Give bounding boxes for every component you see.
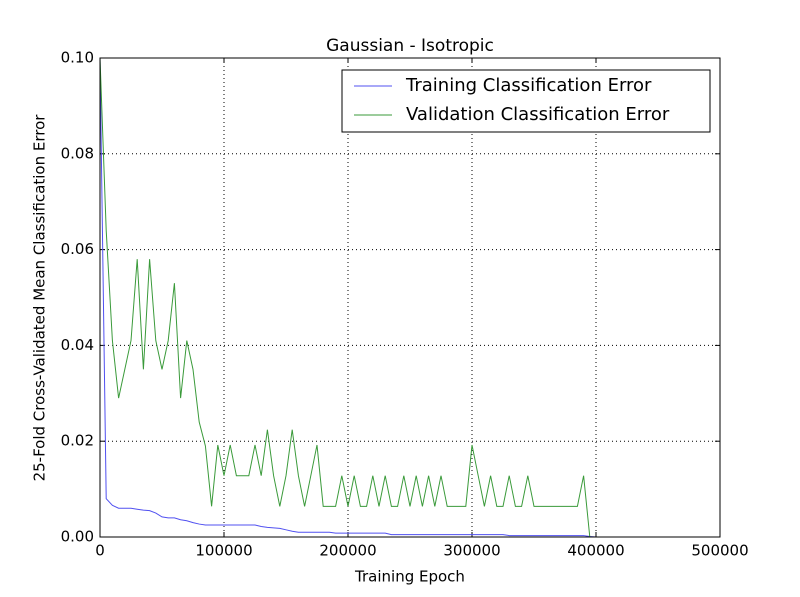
x-tick-label: 200000 [319,542,376,560]
x-tick-label: 0 [95,542,105,560]
chart-title: Gaussian - Isotropic [326,36,494,56]
legend-box [341,69,711,133]
y-tick-label: 0.10 [61,49,94,67]
x-axis-label: Training Epoch [354,568,465,586]
y-tick-label: 0.06 [61,240,94,258]
y-tick-label: 0.04 [61,336,94,354]
x-tick-label: 500000 [691,542,748,560]
x-tick-label: 400000 [567,542,624,560]
series-line [99,57,597,538]
y-axis-label: 25-Fold Cross-Validated Mean Classificat… [31,114,49,482]
series-line [99,57,596,538]
legend-label: Training Classification Error [405,75,652,96]
y-tick-label: 0.00 [61,528,94,546]
legend-label: Validation Classification Error [406,104,670,125]
x-tick-label: 100000 [195,542,252,560]
y-tick-label: 0.08 [61,144,94,162]
y-tick-label: 0.02 [61,432,94,450]
plot-frame [99,57,721,538]
x-tick-label: 300000 [443,542,500,560]
